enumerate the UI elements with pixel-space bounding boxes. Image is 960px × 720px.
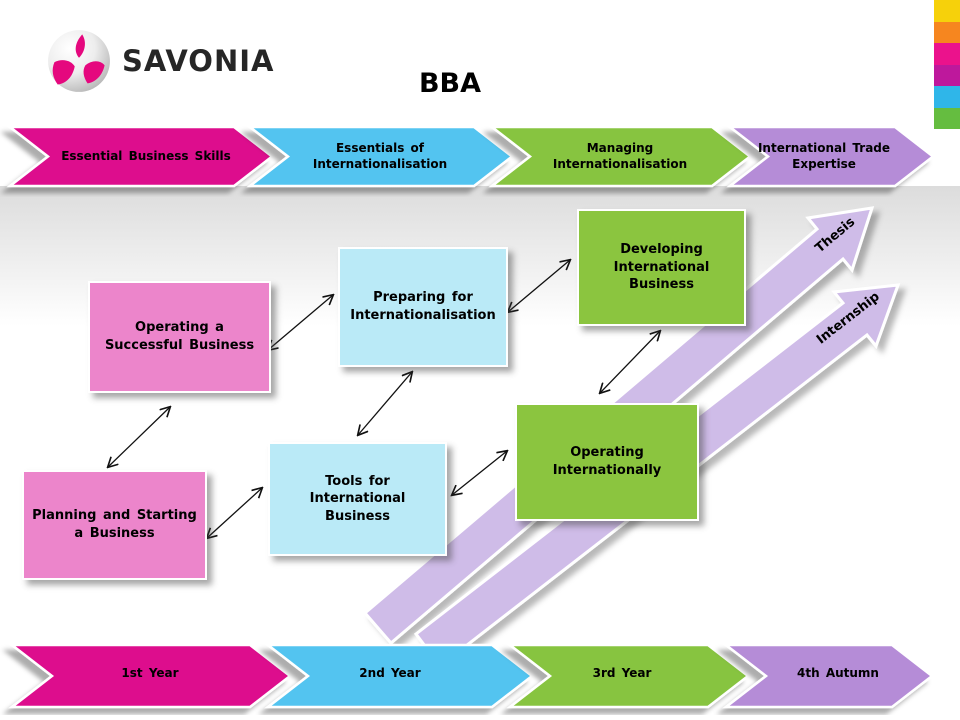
relation-arrow <box>600 331 660 393</box>
bottom-chevron-3rd-year <box>506 643 751 709</box>
course-box-preparing-for-internationalisation: Preparing for Internationalisation <box>338 247 508 367</box>
strip-square-green <box>934 107 960 129</box>
top-chevron-label: Essentials of Internationalisation <box>312 141 448 171</box>
course-label: Operating Internationally <box>552 445 662 478</box>
strip-square-yellow <box>934 0 960 22</box>
top-chevron-essentials-of-internationalisation <box>246 125 515 188</box>
course-box-operating-a-successful-business: Operating a Successful Business <box>88 281 271 393</box>
top-chevron-managing-internationalisation <box>488 125 753 188</box>
relation-arrow <box>508 260 570 312</box>
brand-name: SAVONIA <box>122 44 275 78</box>
top-chevron-row <box>6 125 936 188</box>
bottom-chevron-label: 2nd Year <box>359 666 421 681</box>
course-box-developing-international-business: Developing International Business <box>577 209 746 326</box>
top-chevron-international-trade-expertise <box>726 125 936 188</box>
course-label: Operating a Successful Business <box>104 320 255 353</box>
relation-arrow <box>207 488 262 538</box>
bottom-chevron-2nd-year <box>264 643 535 709</box>
bottom-chevron-row <box>8 643 935 709</box>
corner-color-strip <box>934 0 960 129</box>
top-chevron-label: International Trade Expertise <box>757 141 891 171</box>
strip-square-blue <box>934 86 960 108</box>
course-label: Planning and Starting a Business <box>32 508 197 541</box>
bottom-chevron-1st-year <box>8 643 293 709</box>
strip-square-pink <box>934 43 960 65</box>
strip-square-magenta <box>934 64 960 86</box>
bottom-chevron-label: 1st Year <box>121 666 179 681</box>
page-title: BBA <box>418 68 482 99</box>
course-label: Preparing for Internationalisation <box>350 290 496 323</box>
relation-arrow <box>108 407 170 467</box>
relation-arrow <box>268 295 333 350</box>
relation-arrow <box>358 372 412 435</box>
bottom-chevron-label: 3rd Year <box>592 666 652 681</box>
top-chevron-label: Essential Business Skills <box>61 149 231 164</box>
bottom-chevron-4th-autumn <box>722 643 935 709</box>
course-box-planning-and-starting-a-business: Planning and Starting a Business <box>22 470 207 580</box>
strip-square-orange <box>934 21 960 43</box>
course-label: Tools for International Business <box>309 473 406 524</box>
top-chevron-essential-business-skills <box>6 125 275 188</box>
top-chevron-label: Managing Internationalisation <box>552 141 688 171</box>
relation-arrow <box>452 451 507 495</box>
savonia-logo-icon <box>48 30 110 92</box>
course-label: Developing International Business <box>613 242 710 293</box>
bottom-chevron-label: 4th Autumn <box>797 666 879 681</box>
course-box-operating-internationally: Operating Internationally <box>515 403 699 521</box>
course-box-tools-for-international-business: Tools for International Business <box>268 442 447 556</box>
